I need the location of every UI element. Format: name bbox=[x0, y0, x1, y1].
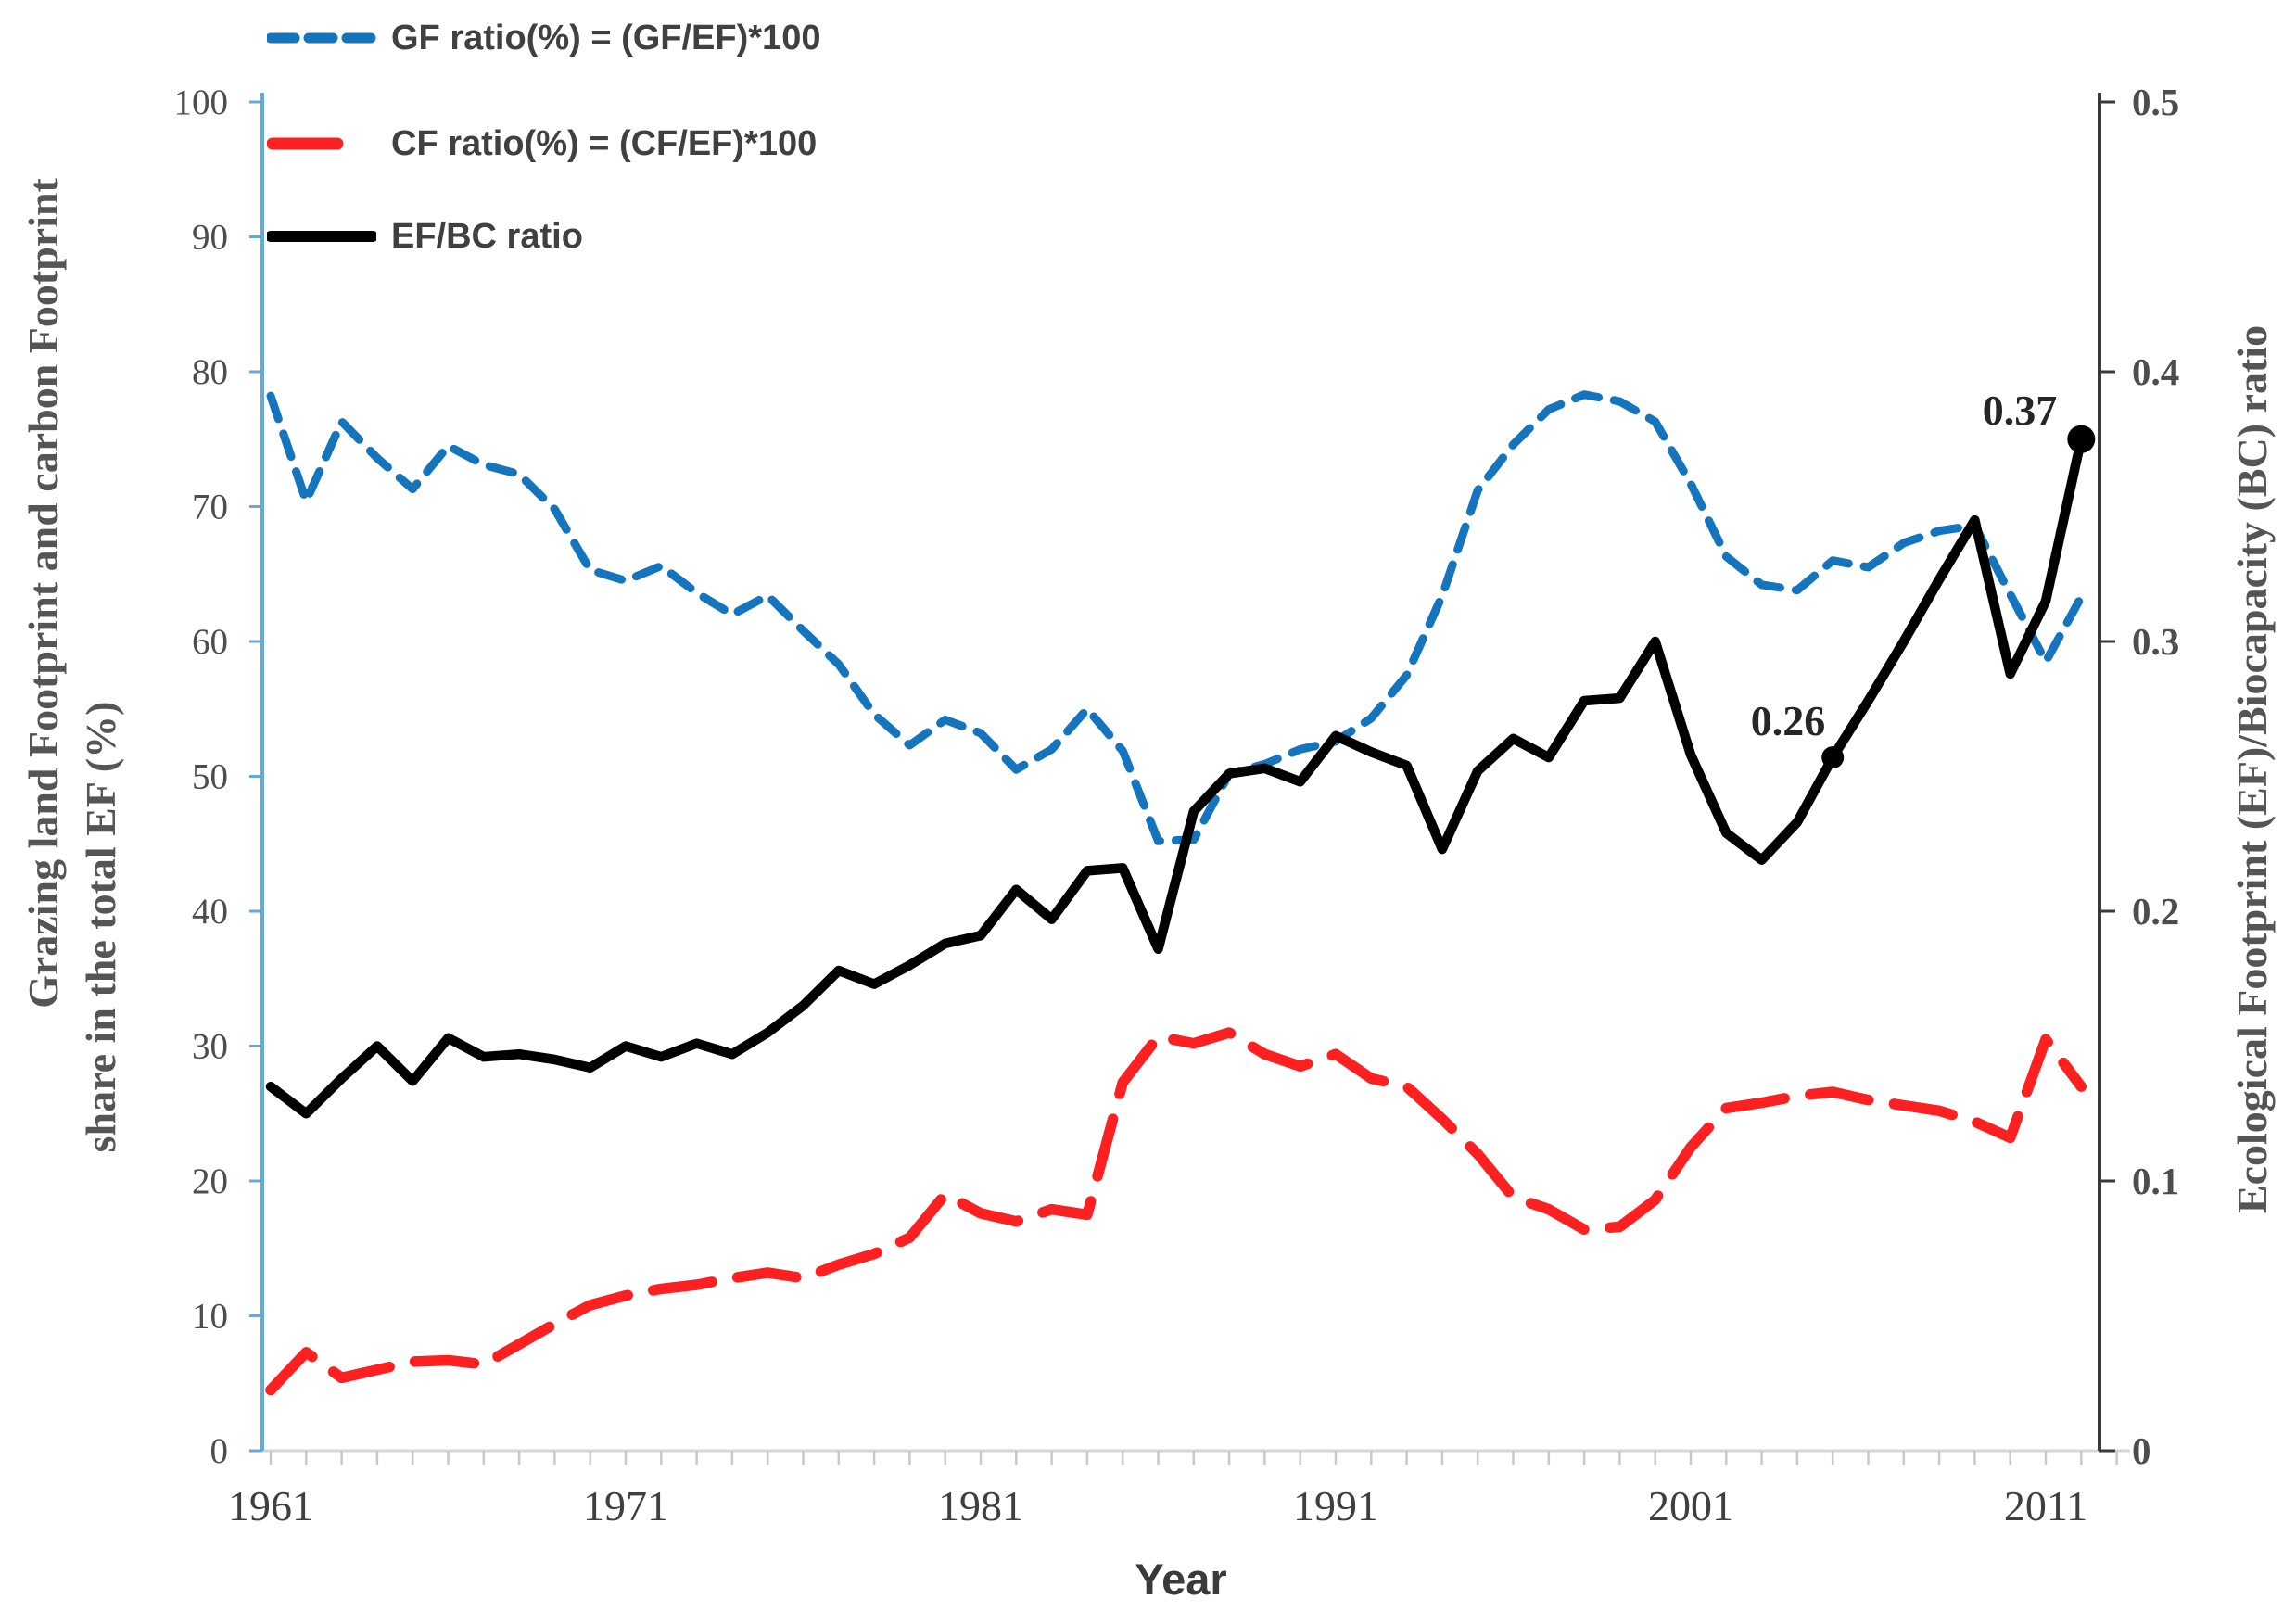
left-axis-title-line2: share in the total EF (%) bbox=[77, 701, 124, 1153]
right-y-tick-label: 0.3 bbox=[2132, 620, 2179, 663]
left-y-tick-label: 50 bbox=[192, 757, 228, 797]
left-y-axis: 0 10 20 30 40 50 60 70 80 90 100 bbox=[174, 83, 264, 1471]
ef-bc-ratio-line bbox=[265, 434, 2087, 1119]
legend-label-ef-bc-ratio: EF/BC ratio bbox=[391, 216, 583, 256]
x-tick-label: 2001 bbox=[1648, 1482, 1733, 1529]
legend-item-ef-bc-ratio: EF/BC ratio bbox=[267, 215, 583, 258]
left-y-tick-label: 40 bbox=[192, 892, 228, 932]
right-axis-title: Ecological Footprint (EF)/Biocapacity (B… bbox=[2228, 324, 2276, 1214]
left-axis-title-line1: Grazing land Footprint and carbon Footpr… bbox=[19, 178, 67, 1009]
legend-item-gf-ratio: GF ratio(%) = (GF/EF)*100 bbox=[267, 17, 820, 59]
right-y-tick-label: 0.1 bbox=[2132, 1160, 2179, 1202]
x-tick-label: 2011 bbox=[2004, 1482, 2087, 1529]
x-tick-label: 1971 bbox=[583, 1482, 668, 1529]
right-y-tick-label: 0.4 bbox=[2132, 350, 2179, 393]
right-y-tick-label: 0 bbox=[2132, 1429, 2151, 1472]
left-y-tick-label: 60 bbox=[192, 622, 228, 662]
annotation-0-26: 0.26 bbox=[1751, 697, 1845, 769]
x-tick-label: 1981 bbox=[938, 1482, 1023, 1529]
annotation-label: 0.26 bbox=[1751, 697, 1826, 744]
left-y-tick-label: 30 bbox=[192, 1027, 228, 1067]
annotation-0-37: 0.37 bbox=[1983, 387, 2096, 453]
cf-dashed-line-icon bbox=[267, 137, 344, 150]
x-axis-title: Year bbox=[1135, 1555, 1227, 1604]
right-y-tick-label: 0.2 bbox=[2132, 890, 2179, 933]
gf-ratio-line bbox=[266, 390, 2086, 845]
gf-dashed-line-icon bbox=[267, 32, 376, 44]
data-point-marker bbox=[1821, 746, 1845, 769]
left-y-tick-label: 100 bbox=[174, 83, 229, 122]
data-point-marker bbox=[2067, 425, 2096, 453]
legend-label-cf-ratio: CF ratio(%) = (CF/EF)*100 bbox=[391, 123, 818, 163]
legend-item-cf-ratio: CF ratio(%) = (CF/EF)*100 bbox=[267, 122, 817, 165]
right-y-axis: 0 0.1 0.2 0.3 0.4 0.5 bbox=[2098, 81, 2179, 1472]
left-y-tick-label: 20 bbox=[192, 1161, 228, 1201]
left-y-tick-label: 10 bbox=[192, 1297, 228, 1337]
left-y-tick-label: 0 bbox=[210, 1431, 229, 1471]
x-tick-label: 1961 bbox=[228, 1482, 313, 1529]
left-y-tick-label: 70 bbox=[192, 488, 228, 527]
left-y-tick-label: 80 bbox=[192, 352, 228, 392]
x-tick-label: 1991 bbox=[1293, 1482, 1378, 1529]
x-axis: 1961 1971 1981 1991 2001 2011 bbox=[228, 1449, 2130, 1529]
legend-label-gf-ratio: GF ratio(%) = (GF/EF)*100 bbox=[391, 18, 821, 57]
ef-bc-solid-line-icon bbox=[267, 231, 376, 242]
cf-ratio-line bbox=[265, 1027, 2087, 1396]
annotation-label: 0.37 bbox=[1983, 387, 2058, 434]
left-y-tick-label: 90 bbox=[192, 218, 228, 258]
right-y-tick-label: 0.5 bbox=[2132, 81, 2179, 123]
